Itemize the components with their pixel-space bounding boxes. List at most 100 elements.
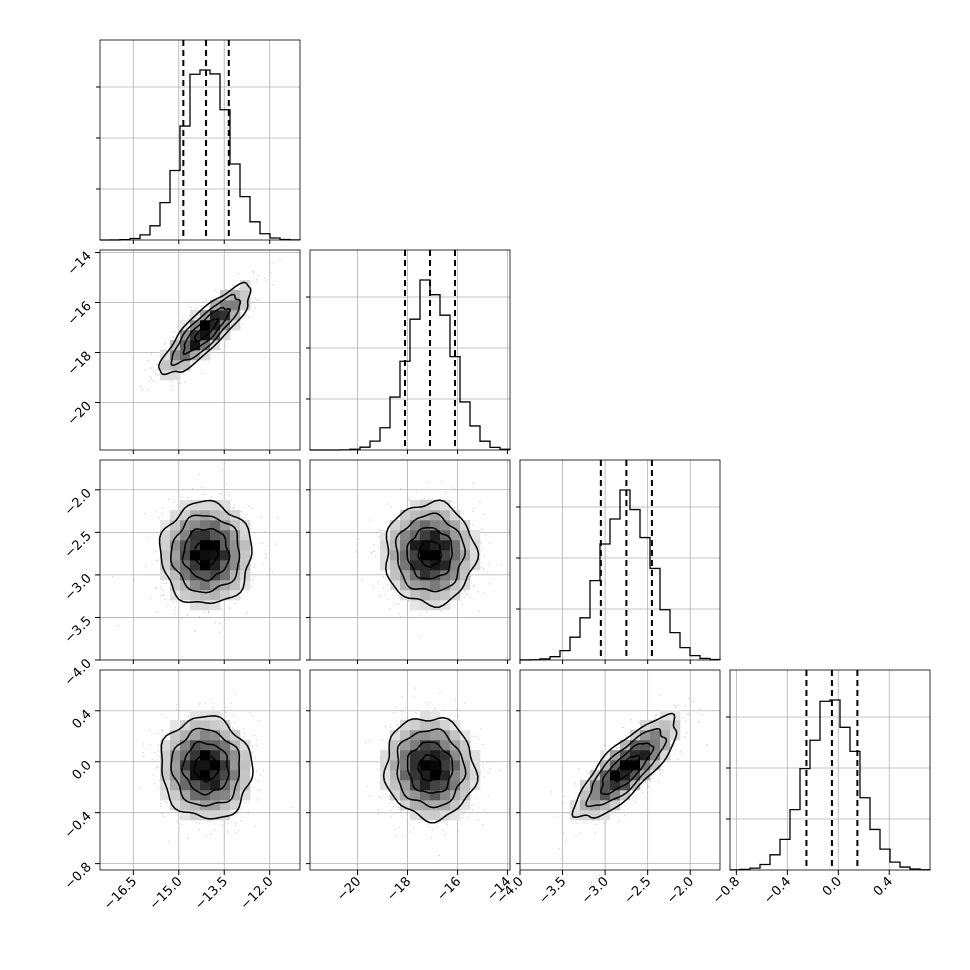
density-cell	[440, 580, 451, 591]
density-cell	[410, 740, 421, 751]
density-cell	[230, 760, 241, 771]
density-cell	[620, 790, 631, 801]
density-cell	[450, 540, 461, 551]
density-cell	[190, 320, 201, 331]
density-cell	[430, 560, 441, 571]
contour-line-0	[193, 539, 220, 568]
density-cell	[160, 740, 171, 751]
panel-content	[310, 670, 510, 870]
density-cell	[210, 710, 221, 721]
panel-frame	[309, 669, 511, 871]
density-cell	[160, 520, 171, 531]
density-cell	[190, 330, 201, 341]
panel-frame	[99, 669, 301, 871]
density-cell	[380, 560, 391, 571]
density-cell	[240, 740, 251, 751]
density-cell	[190, 600, 201, 611]
density-cell	[470, 760, 481, 771]
density-cell	[200, 570, 211, 581]
density-cell	[640, 760, 651, 771]
density-cell	[440, 800, 451, 811]
density-cell	[230, 800, 241, 811]
density-cell	[210, 510, 221, 521]
density-cell	[410, 560, 421, 571]
density-cell	[380, 780, 391, 791]
density-cell	[420, 530, 431, 541]
density-cell	[440, 750, 451, 761]
density-cell	[220, 300, 231, 311]
density-cell	[630, 780, 641, 791]
density-cell	[180, 530, 191, 541]
density-cell	[640, 730, 651, 741]
density-cell	[410, 540, 421, 551]
density-cell	[450, 510, 461, 521]
density-cell	[200, 550, 211, 561]
density-cell	[600, 780, 611, 791]
histogram-panel-3	[726, 669, 931, 871]
density-cell	[410, 750, 421, 761]
density-cell	[430, 730, 441, 741]
density-cell	[460, 530, 471, 541]
histogram-panel-2	[516, 459, 721, 661]
density-cell	[200, 350, 211, 361]
panel-frame	[99, 249, 301, 451]
density-cell	[380, 770, 391, 781]
density-cell	[170, 530, 181, 541]
density-cell	[190, 530, 201, 541]
density-cell	[440, 740, 451, 751]
density-cell	[180, 590, 191, 601]
density-cell	[230, 550, 241, 561]
density-cell	[200, 520, 211, 531]
density-cell	[610, 780, 621, 791]
density-cell	[400, 730, 411, 741]
density-cell	[380, 540, 391, 551]
density-cell	[190, 350, 201, 361]
density-cell	[440, 560, 451, 571]
y-tick-label-1-3: −14	[65, 249, 95, 279]
density-cell	[420, 760, 431, 771]
density-cell	[390, 780, 401, 791]
density-cell	[440, 520, 451, 531]
density-cell	[180, 550, 191, 561]
x-tick-label-1-0: −20	[334, 874, 364, 904]
density-cell	[410, 600, 421, 611]
density-cell	[400, 770, 411, 781]
density-cell	[240, 560, 251, 571]
density-cell	[210, 750, 221, 761]
density-cell	[200, 510, 211, 521]
density-cell	[200, 310, 211, 321]
density-cell	[590, 810, 601, 821]
density-cell	[460, 780, 471, 791]
density-cell	[220, 750, 231, 761]
density-cell	[220, 720, 231, 731]
density-cell	[430, 600, 441, 611]
density-cell	[610, 800, 621, 811]
density-cell	[190, 790, 201, 801]
density-cell	[220, 520, 231, 531]
contour-line-1	[406, 741, 454, 794]
density-cell	[440, 500, 451, 511]
x-tick-label-3-0: −0.8	[710, 874, 743, 907]
density-cell	[430, 590, 441, 601]
density-cell	[240, 550, 251, 561]
density-cell	[410, 550, 421, 561]
y-tick-label-3-2: 0.0	[70, 758, 95, 783]
density-cell	[180, 330, 191, 341]
density-cell	[220, 550, 231, 561]
density-cell	[380, 760, 391, 771]
density-cell	[200, 710, 211, 721]
density-cell	[210, 500, 221, 511]
contour-line-0	[193, 318, 220, 343]
density-cell	[160, 530, 171, 541]
density-cell	[170, 730, 181, 741]
density-cell	[390, 740, 401, 751]
density-cell	[220, 770, 231, 781]
density-cell	[200, 780, 211, 791]
density-cell	[160, 540, 171, 551]
histogram-panel-0	[96, 39, 301, 241]
density-cell	[190, 740, 201, 751]
density-cell	[170, 520, 181, 531]
density-cell	[390, 770, 401, 781]
density-cell	[440, 540, 451, 551]
density-cell	[610, 790, 621, 801]
